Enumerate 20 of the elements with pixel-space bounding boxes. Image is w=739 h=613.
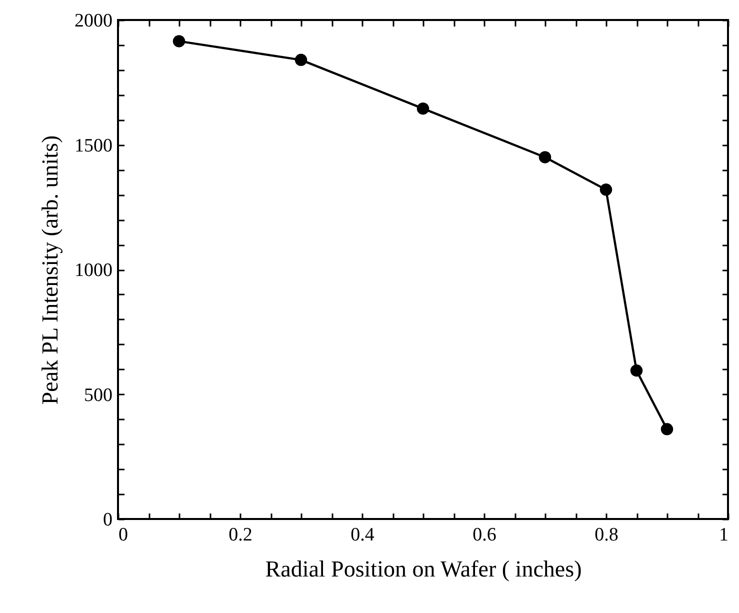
point: [416, 102, 430, 115]
x-axis-title: Radial Position on Wafer ( inches): [265, 556, 582, 582]
y-tick-label: 0: [103, 510, 112, 530]
point: [630, 364, 643, 377]
x-tick-label: 0.8: [594, 524, 618, 546]
point: [660, 423, 674, 436]
y-tick-label: 1000: [74, 260, 112, 281]
y-axis-title: Peak PL Intensity (arb. units): [38, 135, 62, 405]
point: [538, 151, 552, 164]
x-tick-label: 0.6: [472, 524, 496, 546]
x-tick-label: 0.4: [350, 524, 375, 546]
point: [600, 184, 612, 196]
y-tick-label: 2000: [74, 10, 112, 32]
y-tick-label: 1500: [74, 135, 112, 156]
x-tick-label: 0: [118, 524, 128, 546]
point: [172, 35, 186, 48]
y-tick-label: 500: [84, 384, 112, 406]
point: [294, 54, 308, 66]
x-tick-label: 1: [719, 524, 728, 546]
x-tick-label: 0.2: [228, 524, 252, 546]
